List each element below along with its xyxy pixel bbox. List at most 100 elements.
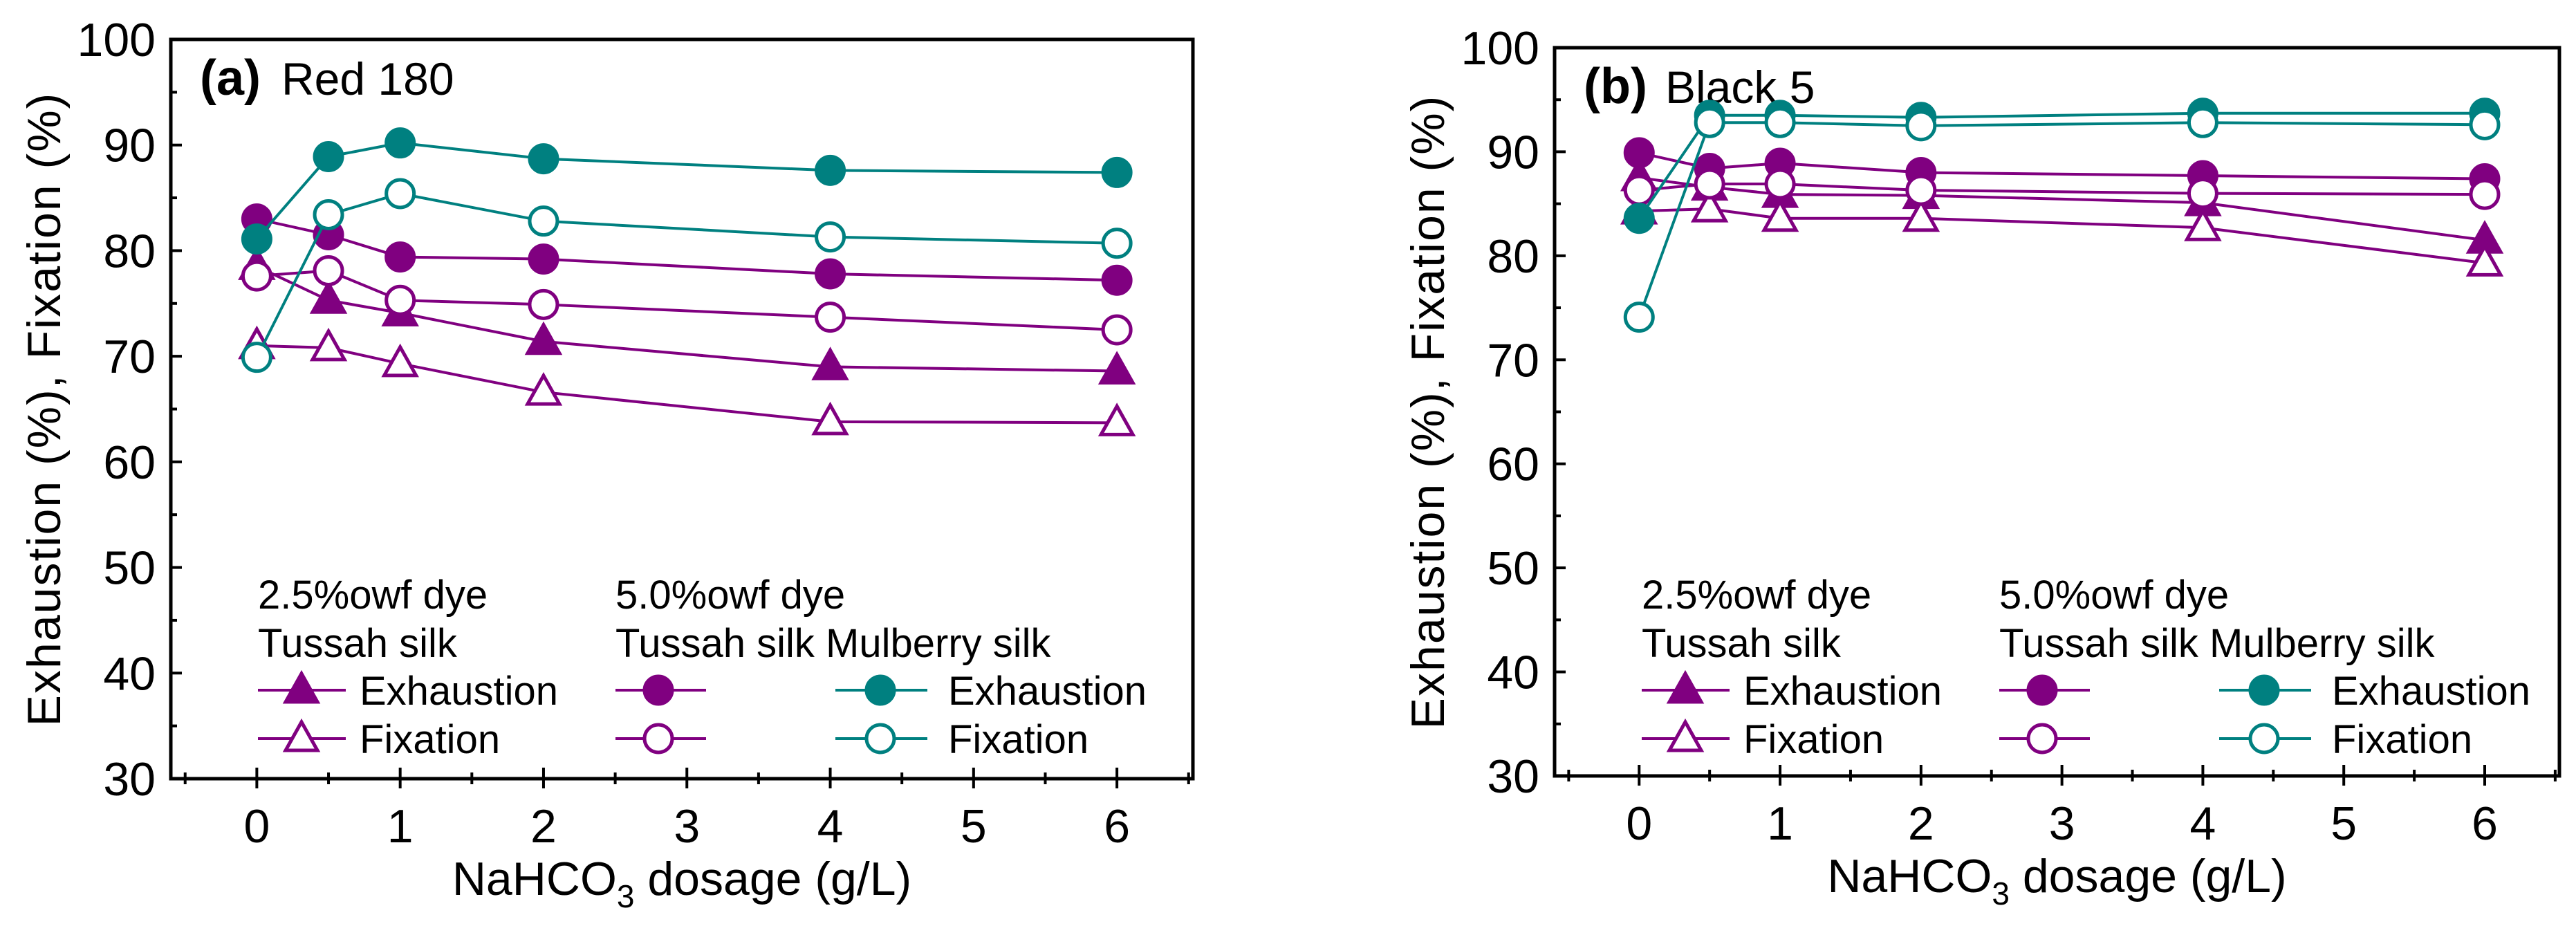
legend-entry: Fixation [258, 717, 500, 762]
x-tick-label: 6 [2472, 797, 2498, 850]
legend-marker [642, 674, 674, 706]
data-point [528, 243, 559, 275]
series-4 [241, 127, 1133, 255]
data-point [1101, 314, 1133, 346]
x-tick-label: 1 [1767, 797, 1793, 850]
legend-entry [615, 674, 706, 706]
x-tick-label: 5 [961, 800, 987, 853]
data-point [1902, 198, 1940, 232]
data-point [528, 143, 559, 175]
data-point [384, 284, 416, 316]
series-line [256, 265, 1118, 373]
legend-group2-title: 5.0%owf dye [1999, 573, 2229, 618]
data-point [1097, 402, 1136, 436]
data-point [2187, 178, 2218, 210]
y-tick-label: 50 [1487, 542, 1539, 595]
series-3 [1623, 168, 2501, 210]
data-point [1690, 189, 1729, 223]
data-point [313, 254, 344, 286]
legend-group2-fiber: Tussah silk Mulberry silk [615, 621, 1052, 666]
data-point [1623, 137, 1655, 169]
x-tick-label: 4 [817, 800, 844, 853]
legend-group1-title: 2.5%owf dye [258, 573, 488, 618]
data-point [384, 241, 416, 273]
legend-group2-fiber: Tussah silk Mulberry silk [1999, 621, 2436, 666]
legend-entry [1999, 674, 2090, 706]
legend-entry: Fixation [2219, 717, 2472, 762]
data-point [528, 205, 559, 237]
x-axis-label-rest: dosage (g/L) [2010, 850, 2287, 902]
legend-label: Exhaustion [2332, 669, 2530, 714]
legend-label: Fixation [360, 717, 500, 762]
series-line [255, 141, 1118, 240]
y-tick-label: 30 [1487, 750, 1539, 803]
y-tick-label: 40 [103, 647, 156, 700]
y-tick-label: 90 [103, 120, 156, 172]
y-tick-label: 80 [1487, 230, 1539, 283]
legend-marker [864, 674, 896, 706]
data-point [811, 401, 849, 436]
data-point [815, 258, 846, 290]
x-axis-label-subscript: 3 [1992, 876, 2010, 911]
panel-label: (b) [1584, 59, 1647, 114]
x-tick-label: 0 [243, 800, 270, 853]
data-point [309, 327, 348, 362]
data-point [384, 127, 416, 159]
series-5 [1623, 107, 2501, 333]
x-tick-label: 3 [2049, 797, 2075, 850]
legend-group2-title: 5.0%owf dye [615, 573, 845, 618]
legend-label: Exhaustion [948, 669, 1147, 714]
data-point [241, 260, 272, 292]
data-point [1905, 110, 1937, 142]
legend-entry [615, 723, 706, 754]
y-tick-label: 90 [1487, 126, 1539, 178]
x-tick-label: 4 [2190, 797, 2216, 850]
data-point [815, 221, 846, 253]
series-line [257, 344, 1118, 425]
legend-entry: Exhaustion [1642, 669, 1942, 714]
x-tick-label: 5 [2331, 797, 2357, 850]
data-point [1905, 174, 1937, 206]
legend-marker [282, 669, 321, 704]
y-tick-label: 100 [1461, 22, 1539, 75]
x-axis-label: NaHCO3 dosage (g/L) [1827, 850, 2286, 911]
data-point [2184, 207, 2222, 241]
series-1 [238, 325, 1136, 436]
x-axis-label-rest: dosage (g/L) [634, 853, 911, 905]
legend-group1-fiber: Tussah silk [1642, 621, 1842, 666]
x-tick-label: 1 [387, 800, 414, 853]
y-tick-label: 50 [103, 542, 156, 595]
data-point [1761, 198, 1799, 232]
legend-marker [282, 718, 321, 752]
panel-title: Red 180 [281, 53, 454, 104]
data-point [313, 141, 344, 173]
legend-label: Exhaustion [1743, 669, 1942, 714]
x-tick-label: 6 [1104, 800, 1130, 853]
data-point [524, 371, 563, 406]
data-point [811, 346, 849, 380]
data-point [528, 288, 559, 320]
data-point [384, 178, 416, 210]
y-tick-label: 40 [1487, 647, 1539, 699]
data-point [1694, 107, 1725, 138]
x-axis-label-main: NaHCO [452, 853, 617, 905]
legend-entry: Exhaustion [2219, 669, 2530, 714]
series-1 [1620, 189, 2504, 277]
x-axis-label: NaHCO3 dosage (g/L) [452, 853, 911, 914]
legend-entry: Fixation [1642, 717, 1884, 762]
series-2 [241, 203, 1133, 296]
legend-marker [2248, 674, 2280, 706]
data-point [815, 154, 846, 186]
x-tick-label: 2 [1908, 797, 1934, 850]
legend-marker [2248, 723, 2280, 754]
legend-label: Fixation [1743, 717, 1884, 762]
data-point [309, 280, 348, 314]
legend-entry: Exhaustion [258, 669, 558, 714]
data-point [2469, 109, 2501, 140]
panel-label: (a) [200, 50, 261, 106]
x-tick-label: 3 [674, 800, 700, 853]
x-axis-label-main: NaHCO [1827, 850, 1992, 902]
data-point [1101, 156, 1133, 188]
